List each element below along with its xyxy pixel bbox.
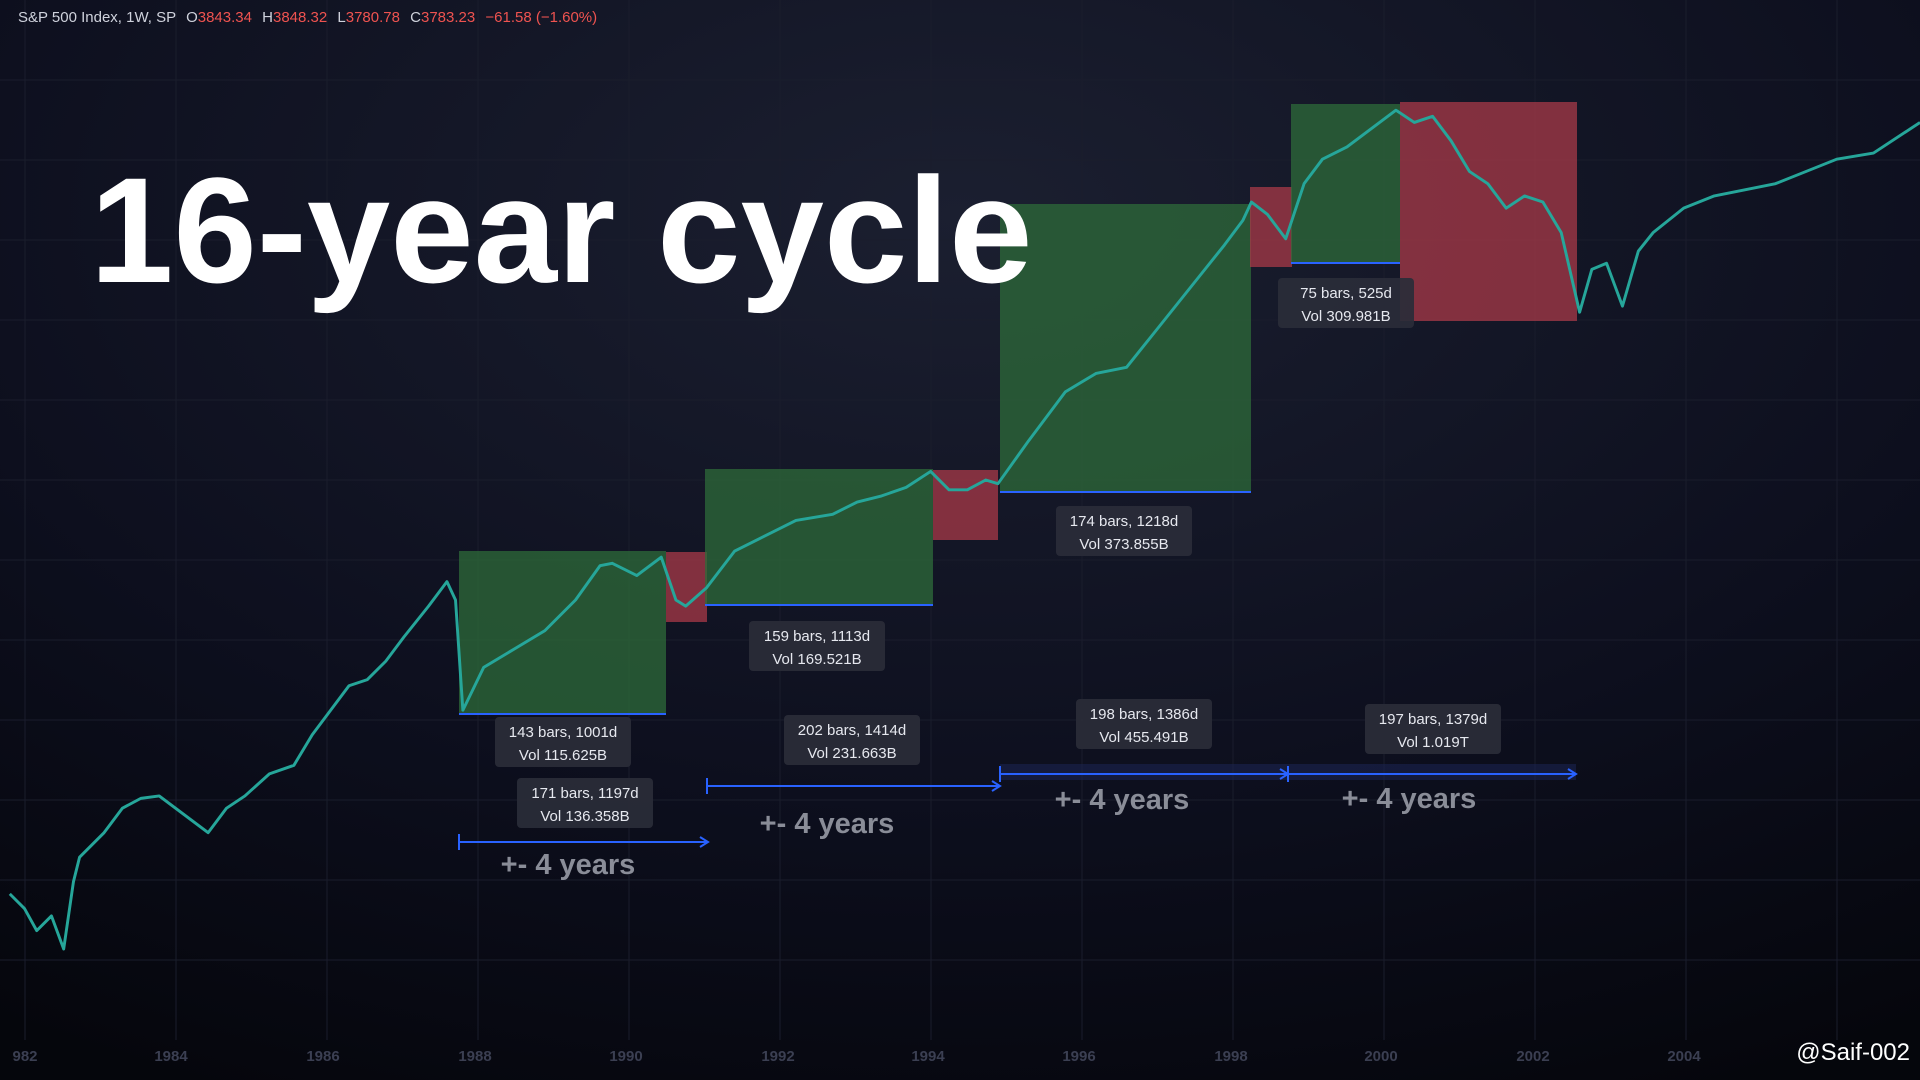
range-label: +- 4 years — [501, 849, 636, 881]
label-box — [495, 717, 631, 767]
open: 3843.34 — [198, 9, 252, 26]
measure-box — [1250, 187, 1292, 267]
range-arrow — [699, 836, 710, 848]
label-volume: Vol 309.981B — [1301, 308, 1390, 325]
price-line — [8, 108, 1920, 951]
open-label: O — [186, 9, 198, 26]
measure-box — [1000, 204, 1251, 492]
range-label: +- 4 years — [1342, 783, 1477, 815]
measure-box — [459, 551, 666, 714]
measure-boxes — [459, 102, 1577, 715]
ranges: +- 4 years +- 4 years +- 4 years +- 4 years — [458, 764, 1578, 881]
x-tick-label: 2002 — [1516, 1048, 1549, 1065]
label-box — [1278, 278, 1414, 328]
high-label: H — [262, 9, 273, 26]
close: 3783.23 — [421, 9, 475, 26]
label-box — [1076, 699, 1212, 749]
label-bars: 75 bars, 525d — [1300, 285, 1392, 302]
measure-box — [1291, 104, 1400, 263]
label-bars: 143 bars, 1001d — [509, 724, 617, 741]
high: 3848.32 — [273, 9, 327, 26]
label-bars: 197 bars, 1379d — [1379, 711, 1487, 728]
x-axis: 982 1984 1986 1988 1990 1992 1994 1996 1998 2000 2… — [12, 1048, 1701, 1065]
title: 16-year cycle — [90, 146, 1032, 314]
label-box — [1056, 506, 1192, 556]
measure-labels: 143 bars, 1001d Vol 115.625B 171 bars, 119… — [495, 278, 1501, 828]
label-volume: Vol 115.625B — [519, 747, 607, 764]
label-box — [517, 778, 653, 828]
x-tick-label: 1990 — [609, 1048, 642, 1065]
range-band — [1000, 764, 1288, 780]
label-bars: 171 bars, 1197d — [531, 785, 638, 802]
label-volume: Vol 455.491B — [1099, 729, 1188, 746]
x-tick-label: 2000 — [1364, 1048, 1397, 1065]
header: S&P 500 Index, 1W, SP O3843.34 H3848.32 … — [18, 9, 597, 26]
x-tick-label: 1996 — [1062, 1048, 1095, 1065]
x-tick-label: 1998 — [1214, 1048, 1247, 1065]
range-label: +- 4 years — [760, 808, 895, 840]
label-box — [784, 715, 920, 765]
label-box — [1365, 704, 1501, 754]
measure-box — [1400, 102, 1577, 321]
label-bars: 174 bars, 1218d — [1070, 513, 1178, 530]
x-tick-label: 1988 — [458, 1048, 491, 1065]
x-tick-label: 1992 — [761, 1048, 794, 1065]
change: −61.58 (−1.60%) — [485, 9, 597, 26]
range-label: +- 4 years — [1055, 784, 1190, 816]
x-tick-label: 2004 — [1667, 1048, 1701, 1065]
label-bars: 198 bars, 1386d — [1090, 706, 1198, 723]
label-bars: 159 bars, 1113d — [764, 628, 870, 645]
x-tick-label: 1994 — [911, 1048, 945, 1065]
grid — [0, 0, 1920, 1040]
low: 3780.78 — [346, 9, 400, 26]
range-arrow — [1567, 768, 1578, 780]
label-volume: Vol 1.019T — [1397, 734, 1469, 751]
x-tick-label: 1986 — [306, 1048, 339, 1065]
label-box — [749, 621, 885, 671]
label-bars: 202 bars, 1414d — [798, 722, 906, 739]
label-volume: Vol 231.663B — [807, 745, 896, 762]
close-label: C — [410, 9, 421, 26]
watermark: @Saif-002 — [1796, 1039, 1910, 1066]
range-arrow — [991, 780, 1002, 792]
symbol: S&P 500 Index, 1W, SP — [18, 9, 176, 26]
label-volume: Vol 373.855B — [1079, 536, 1168, 553]
x-tick-label: 982 — [12, 1048, 37, 1065]
range-band — [1288, 764, 1576, 780]
x-tick-label: 1984 — [154, 1048, 188, 1065]
label-volume: Vol 136.358B — [540, 808, 629, 825]
low-label: L — [337, 9, 345, 26]
label-volume: Vol 169.521B — [772, 651, 861, 668]
